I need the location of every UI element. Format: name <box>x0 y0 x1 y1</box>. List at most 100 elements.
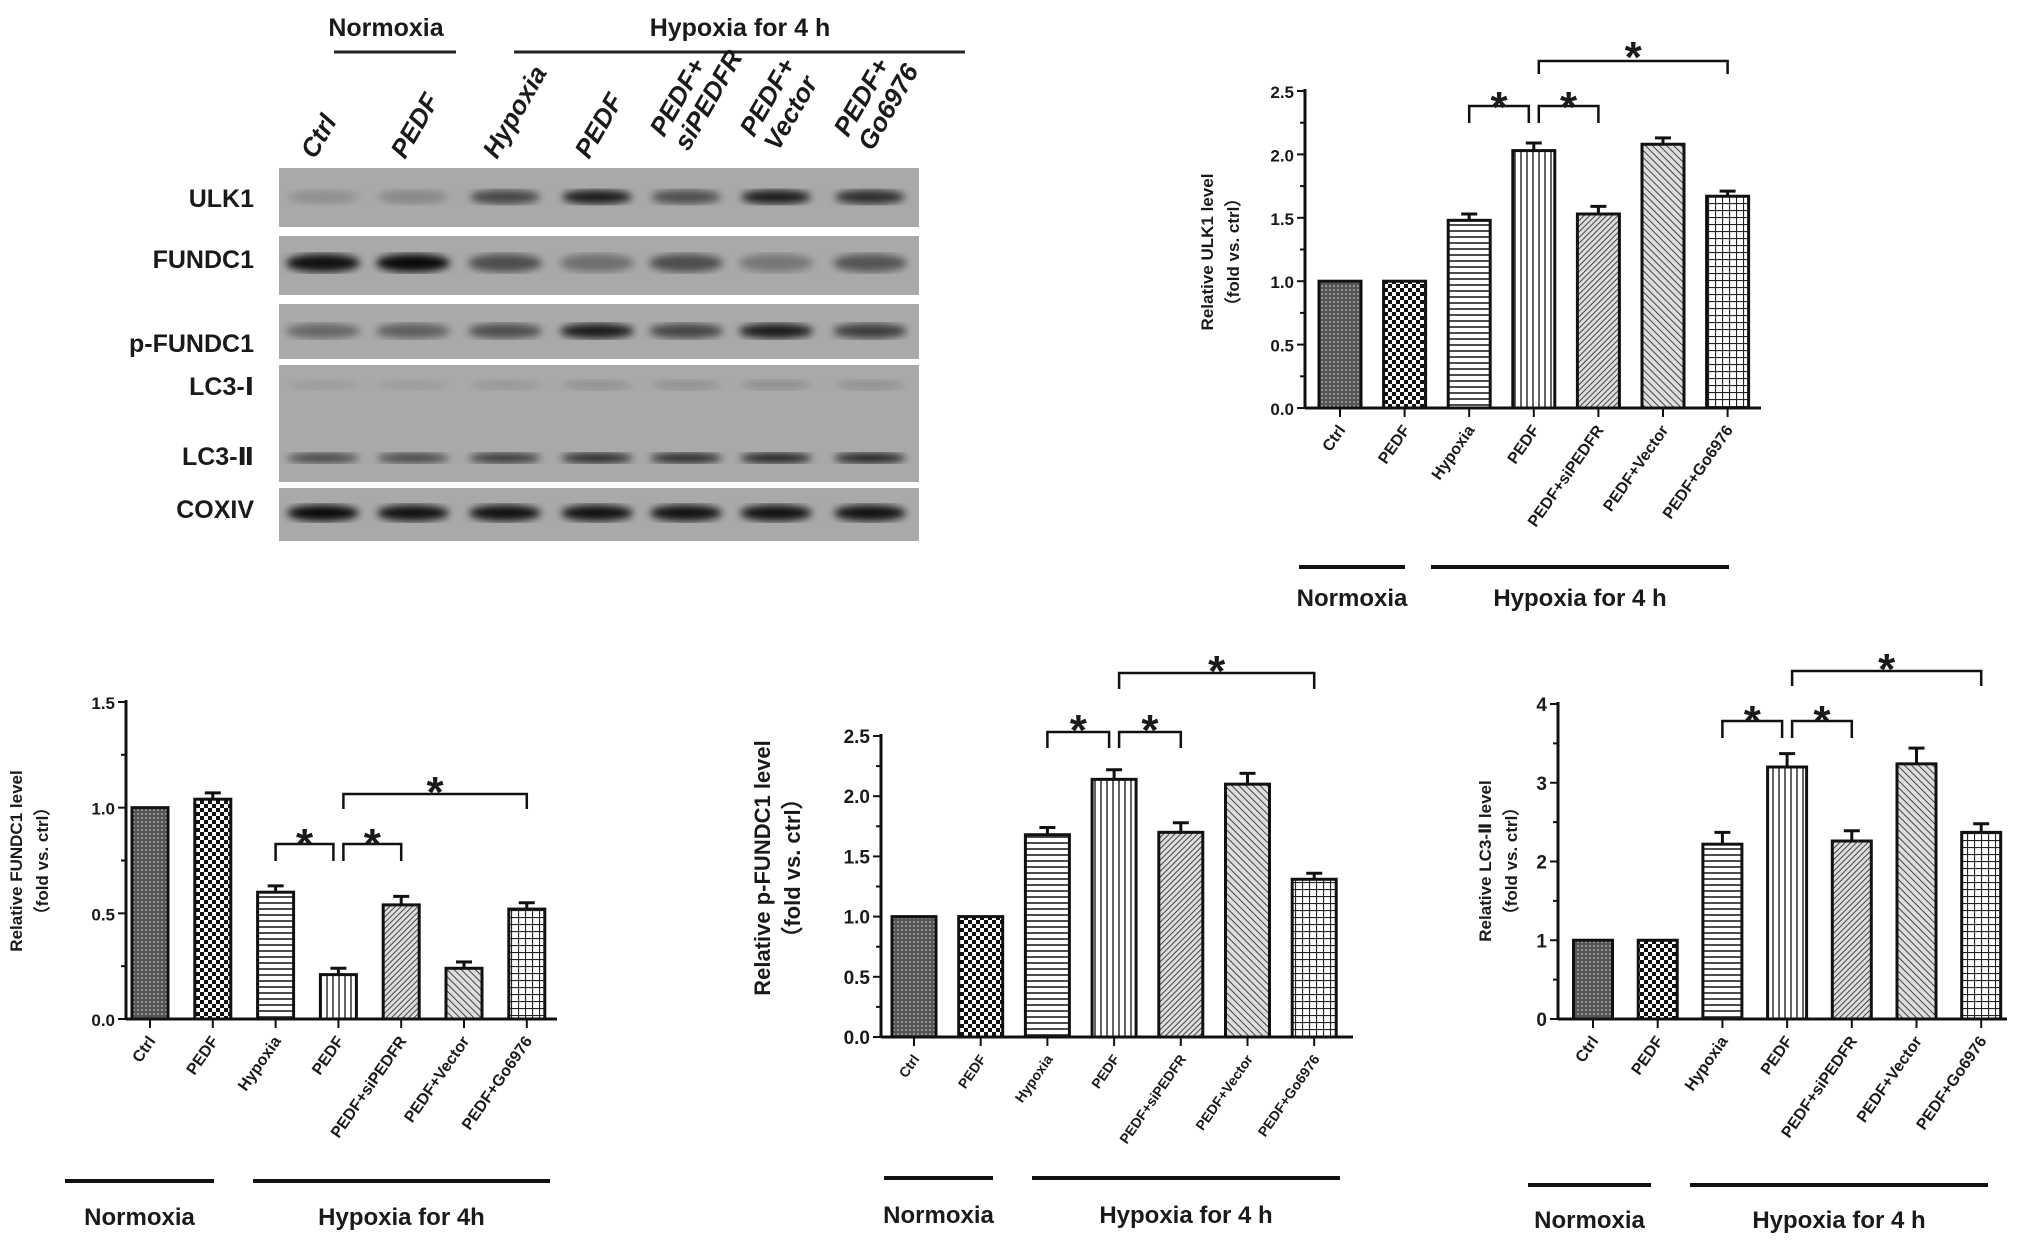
blot-band <box>650 505 722 521</box>
x-tick-label: Ctrl <box>1573 1034 1603 1066</box>
blot-band <box>835 380 905 390</box>
bar <box>1317 279 1363 410</box>
significance-bracket <box>1537 104 1600 123</box>
bar <box>1705 194 1751 410</box>
group-label: Normoxia <box>84 1204 195 1231</box>
y-tick-label: 2.5 <box>844 727 871 748</box>
significance-star: * <box>364 820 382 869</box>
y-tick-label: 0.0 <box>844 1028 870 1049</box>
blot-band <box>378 380 448 390</box>
blot-band <box>740 505 812 521</box>
group-label: Hypoxia for 4 h <box>1493 585 1666 612</box>
significance-star: * <box>1625 33 1643 82</box>
blot-group-header: Normoxia <box>328 14 444 42</box>
x-tick-label: PEDF <box>184 1033 223 1078</box>
y-tick-label: 4 <box>1536 695 1547 716</box>
bar <box>318 973 358 1021</box>
y-axis-label: Relative FUNDC1 level <box>7 770 26 951</box>
blot-band <box>288 380 358 390</box>
x-tick-label: PEDF+Vector <box>1192 1051 1256 1133</box>
blot-band <box>469 453 541 463</box>
y-axis-label-sub: （fold vs. ctrl） <box>780 787 805 948</box>
x-tick-label: Hypoxia <box>235 1033 285 1094</box>
y-tick-label: 1.0 <box>844 908 870 929</box>
blot-band <box>834 453 906 463</box>
significance-star: * <box>296 820 314 869</box>
y-tick-label: 1 <box>1536 931 1547 952</box>
x-tick-label: PEDF <box>1758 1033 1797 1078</box>
bar <box>890 915 938 1039</box>
blot-band <box>651 190 721 204</box>
blot-band <box>834 505 906 521</box>
y-tick-label: 2 <box>1536 853 1547 874</box>
blot-row-label: LC3-Ⅰ <box>189 373 254 401</box>
bar <box>957 915 1005 1039</box>
x-tick-label: PEDF+Go6976 <box>1254 1051 1322 1139</box>
group-label: Hypoxia for 4 h <box>1099 1202 1272 1229</box>
significance-bracket <box>342 842 403 861</box>
blot-band <box>833 323 907 339</box>
x-tick-label: Hypoxia <box>1429 422 1479 483</box>
y-tick-label: 1.5 <box>91 694 115 713</box>
blot-band <box>468 254 542 272</box>
y-tick-label: 1.5 <box>844 847 871 868</box>
blot-band <box>378 190 448 204</box>
y-tick-label: 1.0 <box>91 800 115 819</box>
blot-band <box>835 190 905 204</box>
significance-star: * <box>427 768 445 817</box>
blot-row-label: p-FUNDC1 <box>129 330 254 358</box>
y-tick-label: 2.5 <box>1270 83 1294 102</box>
blot-band <box>560 323 634 339</box>
significance-star: * <box>1744 697 1762 746</box>
significance-bracket <box>1467 104 1531 123</box>
bar <box>1636 938 1679 1021</box>
significance-star: * <box>1560 83 1578 132</box>
blot-band <box>649 254 723 272</box>
blot-band <box>287 505 359 521</box>
significance-bracket <box>1046 730 1111 748</box>
bar <box>1701 842 1744 1021</box>
y-tick-label: 0.5 <box>844 968 871 989</box>
bar <box>507 907 547 1021</box>
bar <box>1446 218 1492 410</box>
bar <box>1090 777 1138 1039</box>
bar <box>1572 938 1614 1021</box>
blot-band <box>376 323 450 339</box>
y-tick-label: 0.0 <box>91 1011 115 1030</box>
blot-band <box>740 453 812 463</box>
x-tick-label: PEDF+siPEDFR <box>1116 1052 1189 1147</box>
x-tick-label: PEDF <box>1375 422 1414 467</box>
blot-band <box>741 380 811 390</box>
x-tick-label: PEDF <box>955 1051 990 1091</box>
group-label: Normoxia <box>883 1202 994 1229</box>
blot-row-label: ULK1 <box>189 185 254 213</box>
group-label: Hypoxia for 4h <box>318 1204 485 1231</box>
group-label: Normoxia <box>1534 1207 1645 1234</box>
blot-band <box>287 453 359 463</box>
blot-band <box>562 190 632 204</box>
bar <box>1766 765 1809 1021</box>
blot-band <box>286 323 360 339</box>
blot-band <box>469 505 541 521</box>
x-tick-label: PEDF <box>1088 1051 1123 1091</box>
y-tick-label: 1.0 <box>1270 273 1294 292</box>
blot-band <box>377 453 449 463</box>
x-tick-label: Ctrl <box>896 1052 923 1081</box>
x-tick-label: PEDF+Go6976 <box>1914 1033 1991 1133</box>
bar <box>256 890 296 1021</box>
significance-star: * <box>1813 697 1831 746</box>
x-tick-label: Hypoxia <box>1012 1051 1056 1105</box>
y-tick-label: 2.0 <box>844 787 870 808</box>
y-tick-label: 0.5 <box>91 905 115 924</box>
bar <box>1575 212 1621 410</box>
bar <box>1830 839 1873 1021</box>
bar <box>1157 830 1205 1039</box>
blot-band <box>377 505 449 521</box>
blot-band <box>560 254 634 272</box>
bar <box>1640 142 1686 410</box>
x-tick-label: Hypoxia <box>1682 1033 1732 1094</box>
